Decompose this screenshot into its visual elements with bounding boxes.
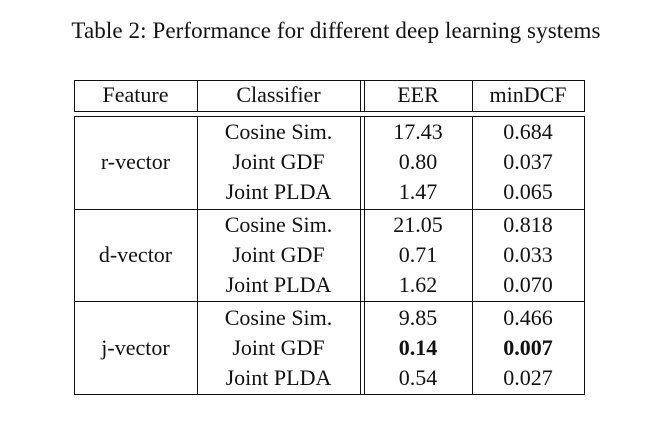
table-row-classifier: Cosine Sim. xyxy=(224,305,333,330)
table-row-classifier: Joint GDF xyxy=(232,242,325,267)
table-row-mindcf: 0.684 xyxy=(503,119,553,144)
table-caption: Table 2: Performance for different deep … xyxy=(71,18,601,43)
header-feature: Feature xyxy=(102,82,169,107)
feature-d-vector: d-vector xyxy=(98,242,173,267)
best-eer-value: 0.14 xyxy=(398,335,438,360)
table-row-mindcf: 0.033 xyxy=(503,242,553,267)
table-row-eer: 9.85 xyxy=(398,305,438,330)
table-row-eer: 0.54 xyxy=(398,365,438,390)
table-row-classifier: Joint GDF xyxy=(232,149,325,174)
header-classifier: Classifier xyxy=(236,82,321,107)
best-mindcf-value: 0.007 xyxy=(503,335,553,360)
table-row-classifier: Joint PLDA xyxy=(225,179,332,204)
feature-r-vector: r-vector xyxy=(100,149,171,174)
table-row-classifier: Cosine Sim. xyxy=(224,212,333,237)
feature-j-vector: j-vector xyxy=(101,335,170,360)
table-row-mindcf: 0.070 xyxy=(503,272,553,297)
table-row-classifier: Cosine Sim. xyxy=(224,119,333,144)
table-row-mindcf: 0.818 xyxy=(503,212,553,237)
table-row-eer: 1.47 xyxy=(398,179,438,204)
header-mindcf: minDCF xyxy=(489,82,567,107)
header-eer: EER xyxy=(397,82,439,107)
table-row-classifier: Joint PLDA xyxy=(225,365,332,390)
table-row-mindcf: 0.065 xyxy=(503,179,553,204)
table-row-classifier: Joint GDF xyxy=(232,335,325,360)
table-row-eer: 21.05 xyxy=(393,212,443,237)
table-row-eer: 1.62 xyxy=(398,272,438,297)
table-row-eer: 0.80 xyxy=(398,149,438,174)
table-row-mindcf: 0.466 xyxy=(503,305,553,330)
table-row-eer: 0.71 xyxy=(398,242,438,267)
table-row-mindcf: 0.027 xyxy=(503,365,553,390)
table-row-classifier: Joint PLDA xyxy=(225,272,332,297)
table-row-eer: 17.43 xyxy=(393,119,443,144)
table-row-mindcf: 0.037 xyxy=(503,149,553,174)
